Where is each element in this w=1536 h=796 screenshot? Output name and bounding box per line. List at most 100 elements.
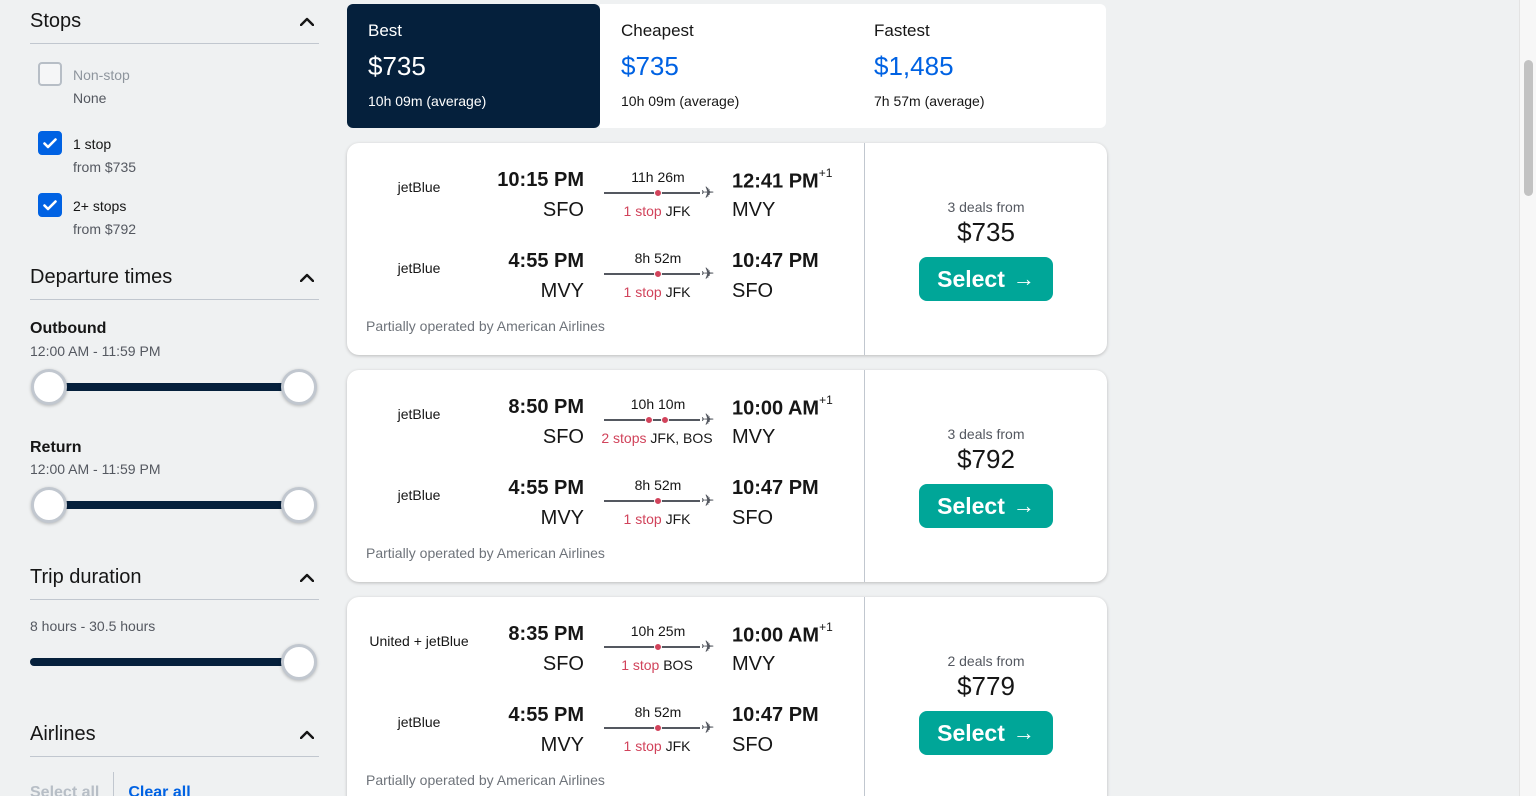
chevron-up-icon[interactable] (295, 10, 319, 34)
arrival-time: 10:47 PM (732, 477, 819, 499)
duration-slider[interactable] (30, 642, 319, 682)
route-line (604, 497, 700, 505)
stops-count: 1 stop (621, 657, 660, 673)
departure-time: 8:50 PM (508, 396, 584, 418)
stops-section-header[interactable]: Stops (30, 0, 319, 44)
airplane-icon: ✈ (701, 412, 715, 429)
leg-route: 8h 52m ✈ 1 stop JFK (602, 250, 716, 310)
outbound-slider-max-handle[interactable] (281, 369, 317, 405)
operated-by-note: Partially operated by American Airlines (366, 318, 605, 334)
return-range: 12:00 AM - 11:59 PM (30, 461, 161, 477)
select-button[interactable]: Select → (919, 257, 1053, 301)
return-slider-min-handle[interactable] (31, 487, 67, 523)
select-label: Select (937, 719, 1005, 746)
departure-section-header[interactable]: Departure times (30, 256, 319, 300)
outbound-range: 12:00 AM - 11:59 PM (30, 343, 161, 359)
duration-slider-max-handle[interactable] (281, 644, 317, 680)
clear-all-link[interactable]: Clear all (128, 784, 191, 796)
route-line (604, 189, 700, 197)
stops-via: BOS (663, 657, 693, 673)
leg-route: 10h 25m ✈ 1 stop BOS (602, 623, 716, 683)
duration-title: Trip duration (30, 566, 142, 588)
one-stop-checkbox[interactable] (38, 131, 62, 155)
return-leg: jetBlue 4:55 PM MVY 8h 52m ✈ 1 stop JFK … (347, 250, 864, 310)
departure-airport: MVY (540, 280, 584, 302)
stop-dot (654, 497, 662, 505)
stop-option-2stops[interactable]: 2+ stops from $792 (38, 193, 136, 238)
outbound-slider[interactable] (30, 367, 319, 407)
arrival-time: 12:41 PM+1 (732, 166, 832, 194)
stop-dot (654, 724, 662, 732)
tab-best-label: Best (368, 21, 403, 40)
select-button[interactable]: Select → (919, 711, 1053, 755)
stop-dot (654, 189, 662, 197)
select-all-link[interactable]: Select all (30, 784, 100, 796)
nonstop-checkbox[interactable] (38, 62, 62, 86)
tab-fastest-price: $1,485 (874, 51, 954, 81)
tab-best-duration: 10h 09m (average) (368, 93, 487, 109)
tab-best[interactable]: Best $735 10h 09m (average) (347, 4, 600, 128)
arrival-airport: SFO (732, 734, 774, 756)
select-button[interactable]: Select → (919, 484, 1053, 528)
airplane-icon: ✈ (701, 266, 715, 283)
arrival-airport: MVY (732, 426, 776, 448)
two-stops-checkbox[interactable] (38, 193, 62, 217)
stops-info: 1 stop JFK (572, 738, 742, 754)
result-card[interactable]: jetBlue 8:50 PM SFO 10h 10m ✈ 2 stops JF… (347, 370, 1107, 582)
departure-airport: MVY (540, 507, 584, 529)
result-card[interactable]: United + jetBlue 8:35 PM SFO 10h 25m ✈ 1… (347, 597, 1107, 796)
select-label: Select (937, 265, 1005, 292)
departure-time: 4:55 PM (508, 704, 584, 726)
departure-time: 10:15 PM (497, 169, 584, 191)
tab-cheapest-price: $735 (621, 51, 679, 81)
arrival-airport: MVY (732, 199, 776, 221)
scrollbar-thumb[interactable] (1524, 60, 1533, 196)
departure-time: 4:55 PM (508, 477, 584, 499)
return-slider[interactable] (30, 485, 319, 525)
airplane-icon: ✈ (701, 493, 715, 510)
stop-dot (661, 416, 669, 424)
stop-option-1stop[interactable]: 1 stop from $735 (38, 131, 136, 176)
stops-title: Stops (30, 10, 82, 32)
tab-fastest[interactable]: Fastest $1,485 7h 57m (average) (853, 4, 1106, 128)
airline-name: jetBlue (397, 179, 441, 195)
tab-cheapest[interactable]: Cheapest $735 10h 09m (average) (600, 4, 853, 128)
page-scrollbar[interactable] (1519, 0, 1536, 796)
stops-via: JFK (665, 284, 691, 300)
price: $735 (957, 217, 1015, 247)
outbound-slider-min-handle[interactable] (31, 369, 67, 405)
stops-count: 1 stop (623, 738, 662, 754)
arrival-time: 10:00 AM+1 (732, 393, 833, 421)
chevron-up-icon[interactable] (295, 723, 319, 747)
card-divider (864, 597, 865, 796)
leg-route: 11h 26m ✈ 1 stop JFK (602, 169, 716, 229)
departure-airport: SFO (542, 199, 584, 221)
deals-count: 3 deals from (947, 426, 1025, 442)
departure-time: 8:35 PM (508, 623, 584, 645)
arrival-airport: SFO (732, 280, 774, 302)
outbound-label: Outbound (30, 320, 107, 337)
departure-title: Departure times (30, 266, 173, 288)
arrival-time: 10:47 PM (732, 250, 819, 272)
departure-airport: MVY (540, 734, 584, 756)
route-line (604, 270, 700, 278)
duration-section-header[interactable]: Trip duration (30, 556, 319, 600)
return-slider-max-handle[interactable] (281, 487, 317, 523)
outbound-leg: United + jetBlue 8:35 PM SFO 10h 25m ✈ 1… (347, 620, 864, 683)
departure-airport: SFO (542, 426, 584, 448)
chevron-up-icon[interactable] (295, 266, 319, 290)
price: $779 (957, 671, 1015, 701)
return-leg: jetBlue 4:55 PM MVY 8h 52m ✈ 1 stop JFK … (347, 477, 864, 537)
stop-option-nonstop[interactable]: Non-stop None (38, 62, 130, 107)
chevron-up-icon[interactable] (295, 566, 319, 590)
airplane-icon: ✈ (701, 720, 715, 737)
leg-duration: 11h 26m (631, 169, 685, 185)
sort-tabs: Best $735 10h 09m (average) Cheapest $73… (347, 4, 1107, 128)
tab-best-price: $735 (368, 51, 426, 81)
day-offset: +1 (819, 620, 833, 634)
stops-info: 1 stop JFK (572, 511, 742, 527)
stop-dot (654, 643, 662, 651)
result-card[interactable]: jetBlue 10:15 PM SFO 11h 26m ✈ 1 stop JF… (347, 143, 1107, 355)
airline-select-links: Select all Clear all (30, 772, 191, 796)
airlines-section-header[interactable]: Airlines (30, 713, 319, 757)
